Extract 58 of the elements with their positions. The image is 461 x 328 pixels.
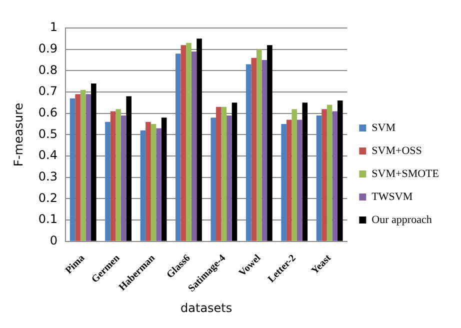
bar bbox=[297, 120, 302, 241]
bar bbox=[226, 115, 232, 241]
y-tick-label: 0.8 bbox=[38, 62, 58, 77]
bar bbox=[191, 51, 197, 241]
bar bbox=[116, 109, 121, 241]
y-tick-label: 0.7 bbox=[38, 84, 58, 98]
bar bbox=[267, 45, 272, 241]
y-tick-label: 0.2 bbox=[38, 190, 58, 205]
bar bbox=[86, 94, 92, 241]
y-tick-label: 0.6 bbox=[38, 105, 58, 120]
bar bbox=[262, 60, 268, 241]
bar bbox=[140, 130, 146, 241]
y-tick-label: 0 bbox=[50, 233, 58, 248]
bar bbox=[80, 90, 86, 241]
bar bbox=[126, 96, 132, 241]
x-axis-title: datasets bbox=[180, 300, 232, 315]
bar bbox=[186, 42, 192, 241]
bar bbox=[322, 109, 327, 241]
bar bbox=[70, 98, 76, 241]
bar bbox=[180, 45, 186, 241]
y-tick-label: 1 bbox=[50, 20, 58, 34]
bar bbox=[251, 58, 257, 241]
bar bbox=[176, 54, 181, 241]
y-tick-label: 0.9 bbox=[38, 41, 58, 56]
bar bbox=[150, 124, 156, 241]
bar bbox=[326, 104, 332, 241]
legend-label: SVM+OSS bbox=[372, 144, 422, 157]
bar bbox=[232, 102, 238, 241]
bar bbox=[91, 83, 96, 241]
y-tick-label: 0.1 bbox=[38, 212, 58, 226]
bar bbox=[256, 49, 262, 241]
bar bbox=[316, 115, 322, 241]
bar bbox=[196, 38, 202, 241]
legend-label: TWSVM bbox=[372, 190, 413, 203]
bar bbox=[292, 109, 297, 241]
bar bbox=[161, 118, 167, 241]
bar bbox=[246, 64, 252, 241]
bar bbox=[110, 111, 116, 241]
y-tick-label: 0.5 bbox=[38, 126, 58, 141]
bar bbox=[286, 120, 292, 241]
bar bbox=[302, 102, 308, 241]
legend-label: SVM bbox=[372, 122, 396, 134]
bar bbox=[156, 128, 162, 241]
bar bbox=[332, 111, 338, 241]
bar bbox=[105, 122, 110, 241]
y-tick-label: 0.4 bbox=[38, 148, 58, 162]
bar bbox=[146, 122, 151, 241]
bar bbox=[75, 94, 80, 241]
bar bbox=[281, 124, 286, 241]
bar bbox=[210, 118, 216, 241]
legend-label: Our approach bbox=[372, 214, 432, 226]
bar bbox=[216, 106, 222, 241]
y-tick-label: 0.3 bbox=[38, 169, 58, 184]
bar bbox=[221, 106, 227, 241]
y-axis-title: F-measure bbox=[11, 102, 26, 166]
bar bbox=[337, 100, 343, 241]
legend-label: SVM+SMOTE bbox=[372, 168, 440, 180]
bar bbox=[120, 115, 126, 241]
